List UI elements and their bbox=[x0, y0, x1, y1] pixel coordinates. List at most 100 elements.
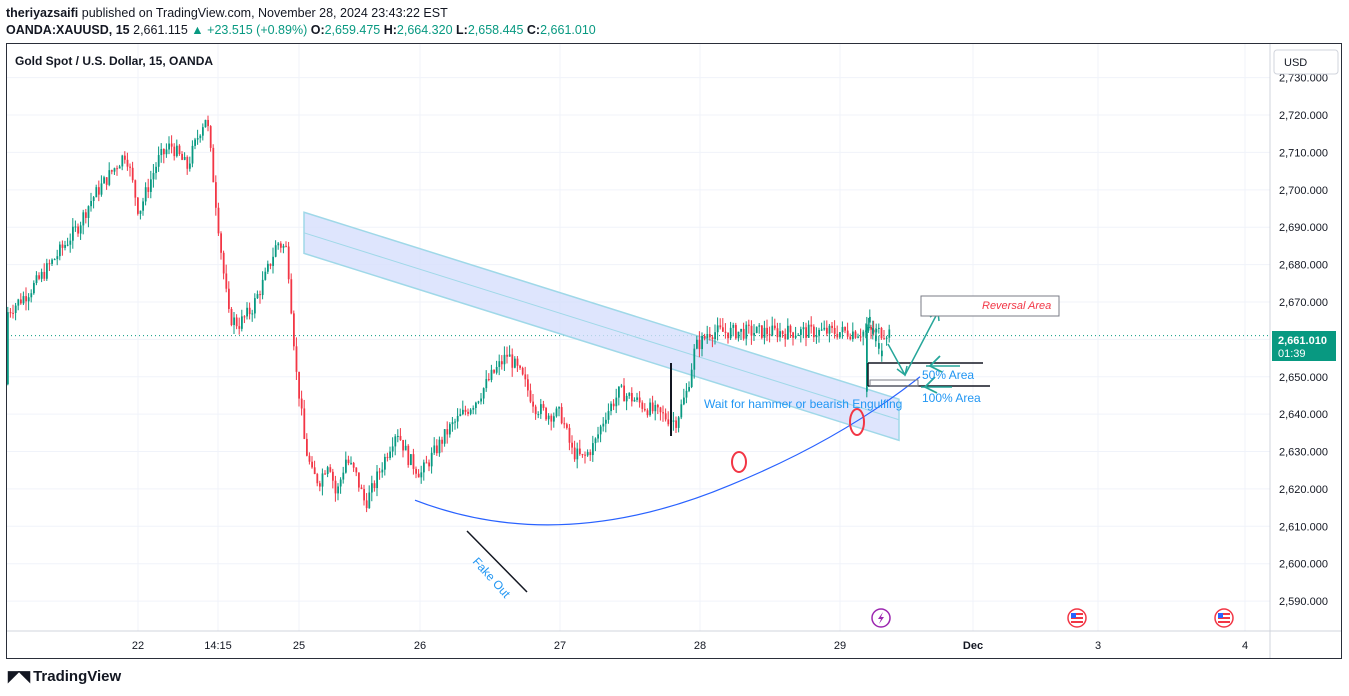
price-tick-label: 2,640.000 bbox=[1279, 409, 1328, 421]
price-tick-label: 2,590.000 bbox=[1279, 596, 1328, 608]
price-tick-label: 2,680.000 bbox=[1279, 260, 1328, 272]
candle-body bbox=[371, 483, 373, 493]
us-flag-icon[interactable] bbox=[1214, 608, 1234, 628]
channel-midline bbox=[303, 232, 900, 421]
candle-body bbox=[841, 326, 844, 333]
candle-body bbox=[118, 166, 121, 169]
currency-button[interactable]: USD bbox=[1273, 49, 1339, 75]
high-value: 2,664.320 bbox=[396, 23, 453, 37]
lightning-icon[interactable] bbox=[871, 608, 891, 628]
candle-body bbox=[82, 212, 85, 226]
candle-body bbox=[584, 454, 586, 456]
candle-body bbox=[389, 451, 391, 458]
candle-body bbox=[748, 324, 750, 326]
candle-body bbox=[696, 339, 698, 349]
candle-body bbox=[264, 271, 267, 280]
candle-body bbox=[490, 369, 493, 380]
candle-body bbox=[189, 163, 191, 169]
candle-body bbox=[53, 259, 56, 261]
highlight-ellipse bbox=[731, 451, 747, 473]
candle-body bbox=[774, 325, 776, 329]
candle-body bbox=[849, 336, 852, 340]
price-badge-value: 2,661.010 bbox=[1278, 335, 1327, 347]
drawings-layer bbox=[414, 310, 990, 593]
candle-body bbox=[241, 316, 243, 329]
candle-body bbox=[87, 206, 90, 218]
candle-body bbox=[810, 324, 813, 327]
time-tick-label: 14:15 bbox=[204, 640, 232, 652]
candle-body bbox=[142, 201, 144, 211]
us-flag-icon[interactable] bbox=[1067, 608, 1087, 628]
change-arrow-icon: ▲ bbox=[191, 23, 204, 37]
candle-body bbox=[880, 327, 883, 339]
candle-body bbox=[295, 346, 298, 372]
hundred-area-label[interactable]: 100% Area bbox=[922, 391, 981, 405]
candle-body bbox=[342, 472, 345, 480]
open-label: O: bbox=[310, 23, 325, 37]
candle-body bbox=[433, 445, 436, 453]
candle-body bbox=[724, 331, 727, 333]
candle-body bbox=[412, 454, 415, 469]
candle-body bbox=[672, 420, 675, 422]
candle-body bbox=[402, 440, 404, 451]
fake-out-label[interactable]: Fake Out bbox=[470, 555, 514, 602]
candle-body bbox=[165, 149, 168, 155]
candle-body bbox=[358, 472, 360, 488]
candle-body bbox=[550, 415, 553, 422]
candle-body bbox=[267, 263, 269, 272]
candle-body bbox=[225, 273, 228, 289]
candle-body bbox=[332, 471, 334, 481]
candle-body bbox=[573, 447, 576, 460]
candle-body bbox=[14, 305, 17, 313]
candle-body bbox=[194, 139, 196, 146]
candle-body bbox=[293, 313, 295, 347]
fifty-area-label[interactable]: 50% Area bbox=[922, 368, 974, 382]
candle-body bbox=[854, 331, 857, 338]
candle-body bbox=[833, 327, 836, 334]
wait-text-label[interactable]: Wait for hammer or bearish Engulfing bbox=[704, 397, 902, 411]
candle-body bbox=[878, 343, 880, 349]
candle-body bbox=[443, 429, 446, 444]
time-tick-label: Dec bbox=[963, 640, 983, 652]
publisher-user[interactable]: theriyazsaifi bbox=[6, 6, 79, 20]
candle-body bbox=[542, 404, 545, 408]
arrowhead bbox=[896, 365, 908, 377]
candle-body bbox=[735, 324, 737, 339]
event-icons[interactable] bbox=[871, 608, 1234, 628]
candle-body bbox=[862, 331, 865, 337]
candle-body bbox=[339, 479, 342, 487]
candle-body bbox=[467, 411, 469, 414]
tradingview-footer[interactable]: ◤◥ TradingView bbox=[8, 667, 121, 686]
candle-body bbox=[469, 409, 472, 414]
reversal-area-label: Reversal Area bbox=[982, 300, 1051, 312]
candle-body bbox=[277, 243, 280, 246]
candle-body bbox=[545, 407, 547, 420]
candle-body bbox=[581, 454, 584, 456]
candle-body bbox=[459, 414, 462, 416]
candle-body bbox=[51, 259, 53, 264]
candle-body bbox=[579, 448, 581, 455]
candle-body bbox=[623, 385, 625, 402]
price-tick-label: 2,620.000 bbox=[1279, 484, 1328, 496]
candle-body bbox=[625, 395, 628, 402]
candle-body bbox=[511, 354, 514, 368]
candle-body bbox=[441, 439, 443, 444]
price-tick-label: 2,700.000 bbox=[1279, 185, 1328, 197]
price-tick-label: 2,630.000 bbox=[1279, 447, 1328, 459]
candle-body bbox=[334, 480, 337, 494]
candle-body bbox=[719, 325, 722, 328]
descending-channel-drawing bbox=[303, 211, 900, 442]
candle-body bbox=[272, 256, 274, 266]
candle-body bbox=[365, 500, 368, 509]
candle-body bbox=[368, 492, 371, 509]
candle-body bbox=[664, 413, 667, 420]
candle-body bbox=[230, 308, 233, 326]
candle-body bbox=[482, 388, 485, 399]
candle-body bbox=[378, 471, 381, 473]
candle-body bbox=[438, 439, 441, 454]
candle-body bbox=[813, 326, 815, 338]
candle-body bbox=[248, 307, 251, 315]
reversal-area-box[interactable]: Reversal Area bbox=[920, 295, 1060, 317]
currency-label: USD bbox=[1284, 57, 1307, 69]
